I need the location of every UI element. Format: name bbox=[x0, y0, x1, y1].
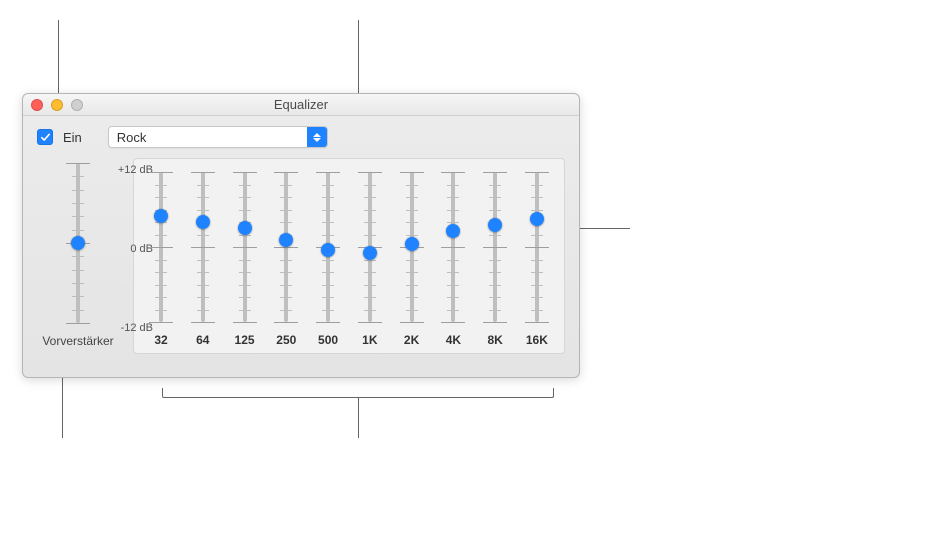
preset-selected-text: Rock bbox=[109, 130, 307, 145]
band-thumb[interactable] bbox=[446, 224, 460, 238]
preamp-label: Vorverstärker bbox=[42, 334, 113, 348]
band-label: 500 bbox=[318, 333, 338, 347]
preset-select[interactable]: Rock bbox=[108, 126, 328, 148]
bands-row: 32 64 125 250 500 1K 2K 4K 8K 16K bbox=[144, 167, 554, 347]
preamp-slider[interactable] bbox=[68, 158, 88, 328]
band-thumb[interactable] bbox=[530, 212, 544, 226]
band-slider-250[interactable] bbox=[276, 167, 296, 327]
db-scale-labels: +12 dB 0 dB -12 dB bbox=[109, 164, 153, 334]
db-bot: -12 dB bbox=[109, 322, 153, 334]
band-16K: 16K bbox=[520, 167, 554, 347]
band-thumb[interactable] bbox=[488, 218, 502, 232]
band-label: 2K bbox=[404, 333, 419, 347]
band-1K: 1K bbox=[353, 167, 387, 347]
band-slider-4K[interactable] bbox=[443, 167, 463, 327]
band-label: 4K bbox=[446, 333, 461, 347]
db-top: +12 dB bbox=[109, 164, 153, 176]
band-4K: 4K bbox=[436, 167, 470, 347]
band-slider-32[interactable] bbox=[151, 167, 171, 327]
band-slider-500[interactable] bbox=[318, 167, 338, 327]
preamp-thumb[interactable] bbox=[71, 236, 85, 250]
window-title: Equalizer bbox=[23, 97, 579, 112]
band-thumb[interactable] bbox=[196, 215, 210, 229]
bands-brace bbox=[162, 388, 554, 398]
band-label: 1K bbox=[362, 333, 377, 347]
band-8K: 8K bbox=[478, 167, 512, 347]
band-64: 64 bbox=[186, 167, 220, 347]
controls-row: Ein Rock bbox=[23, 116, 579, 154]
band-label: 8K bbox=[487, 333, 502, 347]
band-slider-64[interactable] bbox=[193, 167, 213, 327]
callout-line bbox=[358, 398, 359, 438]
band-slider-1K[interactable] bbox=[360, 167, 380, 327]
band-250: 250 bbox=[269, 167, 303, 347]
band-thumb[interactable] bbox=[154, 209, 168, 223]
band-thumb[interactable] bbox=[279, 233, 293, 247]
callout-line bbox=[62, 378, 63, 438]
band-label: 16K bbox=[526, 333, 548, 347]
band-slider-125[interactable] bbox=[235, 167, 255, 327]
band-500: 500 bbox=[311, 167, 345, 347]
equalizer-window: Equalizer Ein Rock +12 dB 0 dB -12 dB bbox=[22, 93, 580, 378]
band-thumb[interactable] bbox=[405, 237, 419, 251]
band-thumb[interactable] bbox=[363, 246, 377, 260]
band-thumb[interactable] bbox=[238, 221, 252, 235]
band-slider-16K[interactable] bbox=[527, 167, 547, 327]
band-label: 250 bbox=[276, 333, 296, 347]
eq-area: Vorverstärker 32 64 125 250 500 1K 2K 4K 8K 16K bbox=[23, 154, 579, 364]
band-slider-8K[interactable] bbox=[485, 167, 505, 327]
enable-label: Ein bbox=[63, 130, 82, 145]
band-label: 32 bbox=[154, 333, 167, 347]
band-2K: 2K bbox=[395, 167, 429, 347]
enable-checkbox[interactable] bbox=[37, 129, 53, 145]
titlebar: Equalizer bbox=[23, 94, 579, 116]
bands-panel: 32 64 125 250 500 1K 2K 4K 8K 16K bbox=[133, 158, 565, 354]
dropdown-arrows-icon bbox=[307, 127, 327, 147]
db-mid: 0 dB bbox=[109, 243, 153, 255]
band-label: 125 bbox=[235, 333, 255, 347]
band-slider-2K[interactable] bbox=[402, 167, 422, 327]
band-125: 125 bbox=[228, 167, 262, 347]
band-thumb[interactable] bbox=[321, 243, 335, 257]
band-label: 64 bbox=[196, 333, 209, 347]
